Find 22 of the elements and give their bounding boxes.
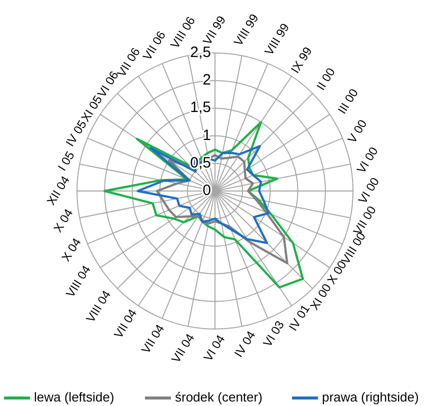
y-tick-label: 1 xyxy=(202,126,211,144)
spoke-label: VII 06 xyxy=(140,28,169,63)
legend-label: środek (center) xyxy=(175,389,262,404)
spoke-label: VII 04 xyxy=(111,306,140,341)
legend-label: prawa (rightside) xyxy=(322,389,419,404)
legend-label: lewa (leftside) xyxy=(34,389,114,404)
spoke-label: XII 04 xyxy=(44,173,73,208)
spoke-label: VI 03 xyxy=(260,318,288,350)
spoke-label: X 04 xyxy=(50,206,76,235)
spoke-label: VI 00 xyxy=(354,144,381,176)
spoke-label: VII 04 xyxy=(168,330,198,366)
spoke-label: VI 04 xyxy=(200,332,228,364)
y-tick-label: 2 xyxy=(202,72,211,89)
spoke-label: I 05 xyxy=(54,148,78,174)
spoke-label: VII 04 xyxy=(138,322,168,356)
y-tick-label: 1,5 xyxy=(190,99,211,116)
y-tick-label: 0 xyxy=(202,182,211,199)
spoke-label: VI 00 xyxy=(355,174,382,206)
spoke-label: V 00 xyxy=(344,116,370,146)
spoke-label: IV 04 xyxy=(231,328,258,360)
spoke-label: VIII 99 xyxy=(231,11,262,48)
spoke-label: X 04 xyxy=(58,235,84,264)
